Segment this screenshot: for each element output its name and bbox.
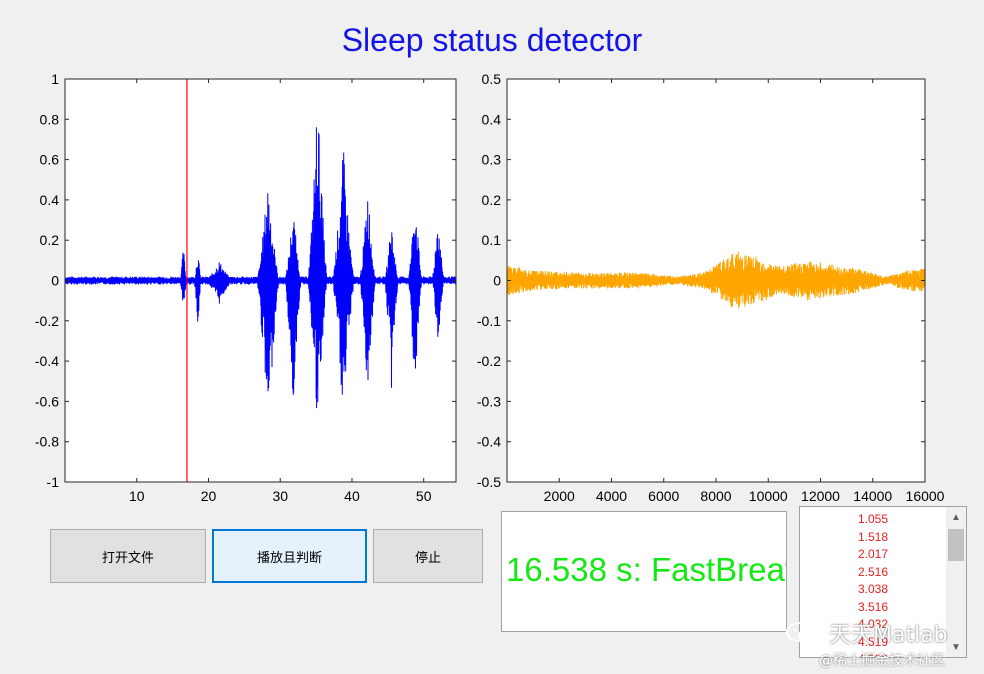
y-tick-label: 0	[51, 273, 59, 289]
list-item[interactable]: 2.516	[857, 564, 889, 579]
y-tick-label: 0.5	[482, 71, 502, 87]
x-tick-label: 10	[129, 488, 145, 504]
y-tick-label: -0.5	[477, 474, 501, 490]
x-tick-label: 14000	[853, 488, 892, 504]
list-item[interactable]: 1.518	[857, 529, 889, 544]
stop-button[interactable]: 停止	[373, 529, 483, 583]
timestamp-listbox[interactable]: 1.055 1.518 2.017 2.516 3.038 3.516 4.032 4.519…	[799, 506, 967, 658]
x-tick-label: 12000	[801, 488, 840, 504]
scroll-up-arrow-icon[interactable]: ▲	[951, 512, 961, 523]
right-waveform-axes: -0.5 -0.4 -0.3 -0.2 -0.1 0 0.1 0.2 0.3 0.4 0.5 2000…	[477, 71, 945, 504]
y-tick-label: -1	[47, 474, 60, 490]
wechat-icon	[786, 622, 820, 645]
watermark-brand: 天天Matlab	[829, 623, 948, 648]
y-tick-label: -0.6	[35, 393, 59, 409]
y-tick-label: 0.1	[482, 232, 502, 248]
list-item[interactable]: 4.032	[857, 617, 889, 631]
y-tick-label: -0.2	[35, 313, 59, 329]
listbox-scrollbar[interactable]: ▲ ▼	[946, 507, 966, 657]
y-tick-label: 1	[51, 71, 59, 87]
status-display: 16.538 s: FastBreath	[501, 511, 787, 632]
x-tick-label: 6000	[648, 488, 679, 504]
y-tick-label: -0.2	[477, 353, 501, 369]
x-tick-label: 50	[416, 488, 432, 504]
watermark-source: @稀土掘金技术社区	[819, 653, 945, 669]
status-text: 16.538 s: FastBreath	[506, 551, 787, 588]
y-tick-label: 0.4	[40, 192, 60, 208]
y-tick-label: 0.2	[40, 232, 60, 248]
list-item[interactable]: 3.038	[857, 582, 889, 596]
list-item[interactable]: 1.055	[857, 512, 889, 526]
watermark: 天天Matlab @稀土掘金技术社区	[785, 617, 984, 674]
y-tick-label: 0.6	[40, 152, 60, 168]
scrollbar-thumb[interactable]	[948, 529, 964, 561]
left-waveform-axes: -1 -0.8 -0.6 -0.4 -0.2 0 0.2 0.4 0.6 0.8 1 10 20 30 40…	[35, 71, 457, 504]
x-tick-label: 2000	[544, 488, 575, 504]
y-tick-label: -0.8	[35, 434, 59, 450]
x-tick-label: 40	[344, 488, 360, 504]
y-tick-label: 0	[493, 273, 501, 289]
y-tick-label: -0.3	[477, 393, 501, 409]
x-tick-label: 20	[201, 488, 217, 504]
waveform-series	[64, 127, 457, 409]
y-tick-label: -0.1	[477, 313, 501, 329]
y-tick-label: 0.8	[40, 111, 60, 127]
scroll-down-arrow-icon[interactable]: ▼	[951, 642, 961, 653]
x-tick-label: 10000	[749, 488, 788, 504]
x-tick-label: 16000	[906, 488, 945, 504]
waveform-series	[506, 251, 926, 309]
y-tick-label: 0.4	[482, 111, 502, 127]
x-tick-label: 8000	[700, 488, 731, 504]
open-file-button[interactable]: 打开文件	[50, 529, 206, 583]
x-tick-label: 30	[272, 488, 288, 504]
y-tick-label: -0.4	[477, 434, 501, 450]
play-and-detect-button[interactable]: 播放且判断	[212, 529, 367, 583]
list-item[interactable]: 4.519	[857, 634, 889, 649]
list-item[interactable]: 2.017	[857, 547, 889, 561]
x-tick-label: 4000	[596, 488, 627, 504]
y-tick-label: -0.4	[35, 353, 59, 369]
listbox-items: 1.055 1.518 2.017 2.516 3.038 3.516 4.032 4.519…	[800, 511, 946, 657]
y-tick-label: 0.2	[482, 192, 502, 208]
list-item[interactable]: 3.516	[857, 599, 889, 614]
window-title: Sleep status detector	[341, 22, 643, 58]
list-item[interactable]: 4.998	[800, 651, 946, 657]
y-tick-label: 0.3	[482, 152, 502, 168]
